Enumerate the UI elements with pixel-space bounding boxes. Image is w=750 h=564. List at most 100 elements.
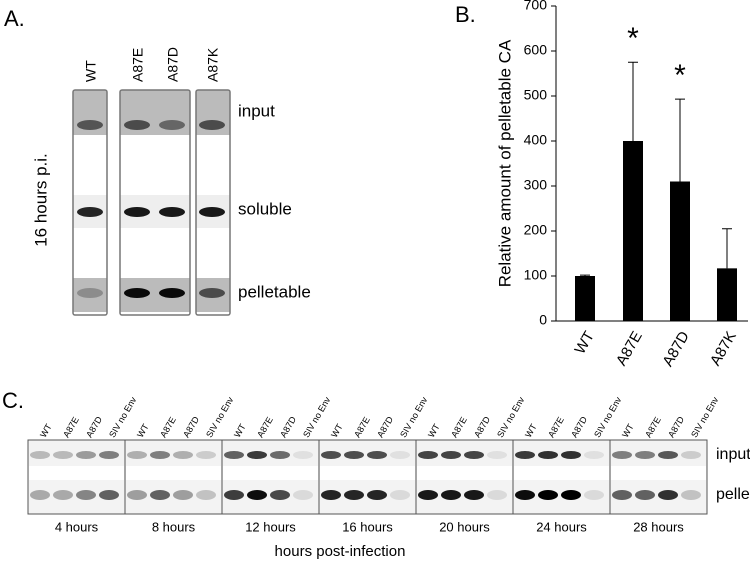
blot-band [127, 490, 147, 500]
blot-frame [72, 89, 108, 316]
group-label: 24 hours [536, 519, 587, 534]
blot-band [196, 451, 216, 459]
x-tick-label: WT [572, 328, 598, 357]
blot-band [418, 451, 438, 459]
y-axis-label: Relative amount of pelletable CA [495, 39, 514, 287]
blot-band [464, 490, 484, 500]
row-divider [29, 466, 124, 480]
lane-label: A87E [255, 415, 275, 439]
error-bar [722, 228, 732, 269]
blot-band [321, 451, 341, 459]
blot-band [199, 288, 225, 298]
y-tick-label: 500 [524, 87, 548, 103]
lane-label: WT [426, 422, 442, 440]
blot-band [270, 490, 290, 500]
blot-band [515, 451, 535, 459]
blot-band [124, 288, 150, 298]
blot-band [127, 451, 147, 459]
panel-label: B. [455, 2, 476, 27]
blot-band [487, 451, 507, 459]
y-tick-label: 300 [524, 177, 548, 193]
blot-band [658, 451, 678, 459]
blot-band [293, 490, 313, 500]
blot-band [247, 490, 267, 500]
blot-band [150, 490, 170, 500]
blot-band [124, 207, 150, 217]
blot-band [199, 120, 225, 130]
blot-band [159, 288, 185, 298]
blot-band [321, 490, 341, 500]
lane-label: A87E [61, 415, 81, 439]
blot-band [247, 451, 267, 459]
blot-band [270, 451, 290, 459]
row-divider [320, 466, 415, 480]
y-tick-label: 400 [524, 132, 548, 148]
blot-band [418, 490, 438, 500]
lane-label: SIV no Env [398, 395, 429, 439]
blot-band [681, 490, 701, 500]
blot-band [681, 451, 701, 459]
blot-band [390, 490, 410, 500]
y-tick-label: 600 [524, 42, 548, 58]
row-label: pelletable [716, 486, 750, 503]
x-tick-label: A87K [707, 328, 740, 368]
blot-band [441, 490, 461, 500]
blot-band [199, 207, 225, 217]
row-divider [514, 466, 609, 480]
side-label: 16 hours p.i. [31, 153, 50, 247]
blot-band [99, 490, 119, 500]
lane-label: WT [83, 60, 99, 82]
lane-label: SIV no Env [689, 395, 720, 439]
error-bar [628, 61, 638, 141]
blot-band [344, 490, 364, 500]
y-tick-label: 0 [539, 312, 547, 328]
lane-label: SIV no Env [204, 395, 235, 439]
lane-label: A87D [569, 414, 589, 439]
lane-label: A87D [278, 414, 298, 439]
row-label: soluble [238, 199, 292, 218]
blot-band [30, 490, 50, 500]
blot-band [538, 490, 558, 500]
blot-band [367, 490, 387, 500]
blot-band [584, 451, 604, 459]
blot-band [538, 451, 558, 459]
y-tick-label: 100 [524, 267, 548, 283]
blot-band [487, 490, 507, 500]
blot-band [224, 490, 244, 500]
blot-band [390, 451, 410, 459]
blot-band [150, 451, 170, 459]
blot-frame [119, 89, 191, 316]
lane-label: A87E [449, 415, 469, 439]
lane-label: A87D [84, 414, 104, 439]
lane-label: A87E [643, 415, 663, 439]
blot-band [612, 451, 632, 459]
row-divider [611, 466, 706, 480]
blot-band [77, 120, 103, 130]
blot-band [612, 490, 632, 500]
blot-band [464, 451, 484, 459]
blot-band [561, 451, 581, 459]
lane-label: A87D [375, 414, 395, 439]
blot-band [77, 288, 103, 298]
blot-band [159, 120, 185, 130]
error-bar [580, 274, 590, 276]
row-divider [223, 466, 318, 480]
bar [670, 181, 690, 321]
lane-label: A87E [546, 415, 566, 439]
blot-band [224, 451, 244, 459]
x-axis-label: hours post-infection [275, 543, 406, 560]
blot-band [53, 490, 73, 500]
lane-label: SIV no Env [495, 395, 526, 439]
row-divider [126, 466, 221, 480]
blot-band [515, 490, 535, 500]
blot-band [196, 490, 216, 500]
lane-label: SIV no Env [301, 395, 332, 439]
group-label: 16 hours [342, 519, 393, 534]
y-tick-label: 200 [524, 222, 548, 238]
lane-label: WT [38, 422, 54, 440]
row-divider [417, 466, 512, 480]
blot-band [441, 451, 461, 459]
blot-band [159, 207, 185, 217]
blot-band [344, 451, 364, 459]
